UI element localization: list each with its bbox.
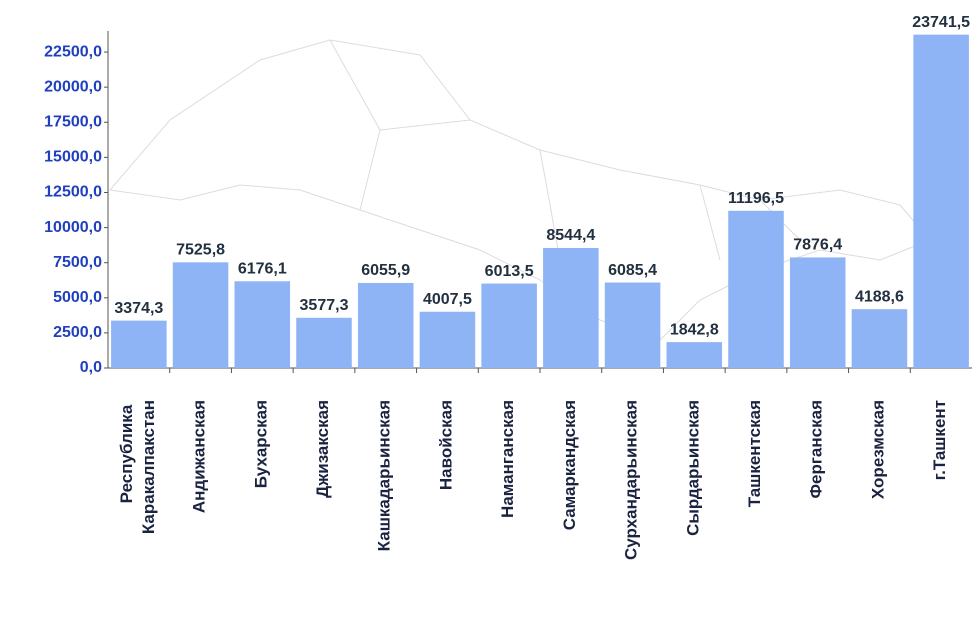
x-tick-label: Кашкадарьинская bbox=[375, 400, 394, 551]
y-tick-label: 2500,0 bbox=[53, 324, 102, 341]
bar bbox=[111, 320, 167, 368]
bar bbox=[234, 281, 291, 368]
value-label: 8544,4 bbox=[546, 227, 595, 244]
y-tick-label: 15000,0 bbox=[44, 149, 102, 166]
x-tick-label: Джизакская bbox=[313, 400, 332, 498]
value-label: 11196,5 bbox=[728, 190, 784, 207]
bar bbox=[728, 210, 784, 368]
x-tick-label: Наманганская bbox=[499, 400, 518, 518]
value-label: 23741,5 bbox=[912, 14, 970, 31]
value-label: 3374,3 bbox=[114, 300, 163, 317]
bar bbox=[666, 342, 723, 368]
x-tick-label: Бухарская bbox=[252, 400, 271, 488]
value-label: 4007,5 bbox=[423, 291, 472, 308]
x-tick-label: Самаркандская bbox=[560, 400, 579, 530]
bar bbox=[851, 309, 908, 368]
y-tick-label: 12500,0 bbox=[44, 184, 102, 201]
y-tick-label: 5000,0 bbox=[53, 289, 102, 306]
value-label: 7525,8 bbox=[176, 242, 225, 259]
y-tick-label: 7500,0 bbox=[53, 254, 102, 271]
value-label: 1842,8 bbox=[670, 321, 719, 338]
bar bbox=[543, 248, 599, 368]
x-tick-label: Хорезмская bbox=[869, 400, 888, 499]
y-tick-label: 17500,0 bbox=[44, 113, 102, 130]
x-tick-label: Ташкентская bbox=[745, 400, 764, 507]
value-label: 6085,4 bbox=[608, 262, 657, 279]
value-label: 3577,3 bbox=[300, 297, 349, 314]
background-map bbox=[109, 39, 931, 341]
value-label: 7876,4 bbox=[793, 237, 842, 254]
x-tick-label: г.Ташкент bbox=[931, 400, 950, 480]
x-tick-label: Республика Каракалпакстан bbox=[117, 400, 158, 534]
value-label: 6055,9 bbox=[361, 262, 410, 279]
bar bbox=[172, 262, 229, 368]
x-tick-label: Сурхандарьинская bbox=[622, 400, 641, 560]
bar bbox=[481, 283, 537, 368]
bar bbox=[913, 34, 969, 369]
y-tick-label: 10000,0 bbox=[44, 219, 102, 236]
value-label: 4188,6 bbox=[855, 288, 904, 305]
value-label: 6176,1 bbox=[238, 260, 287, 277]
bar bbox=[789, 257, 846, 368]
x-tick-label: Навойская bbox=[437, 400, 456, 490]
x-tick-label: Сырдарьинская bbox=[684, 400, 703, 536]
x-tick-label: Ферганская bbox=[807, 400, 826, 499]
y-tick-label: 0,0 bbox=[80, 359, 102, 376]
bar bbox=[357, 282, 414, 368]
x-tick-label: Андижанская bbox=[190, 400, 209, 513]
value-label: 6013,5 bbox=[485, 263, 534, 280]
y-tick-label: 22500,0 bbox=[44, 43, 102, 60]
y-tick-label: 20000,0 bbox=[44, 78, 102, 95]
bar bbox=[604, 282, 661, 368]
bar bbox=[419, 311, 476, 368]
bar bbox=[296, 317, 352, 368]
